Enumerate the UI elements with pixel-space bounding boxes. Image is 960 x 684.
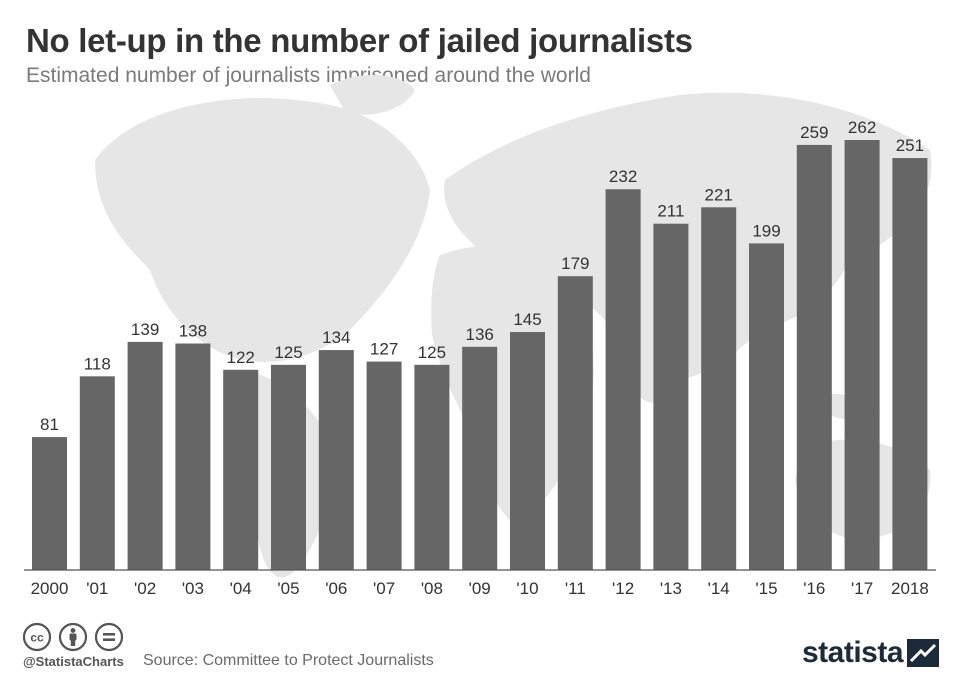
x-tick-4: '04	[230, 579, 252, 598]
x-tick-2: '02	[134, 579, 156, 598]
x-tick-13: '13	[660, 579, 682, 598]
bar-12	[605, 189, 641, 571]
value-label-17: 262	[848, 118, 876, 137]
bar-10	[510, 332, 545, 570]
x-tick-3: '03	[182, 579, 204, 598]
x-tick-9: '09	[469, 579, 491, 598]
bar-0	[32, 437, 67, 570]
value-label-18: 251	[896, 136, 924, 155]
value-label-4: 122	[227, 348, 255, 367]
x-axis-ticks: 2000 '01 '02 '03 '04 '05 '06 '07 '08 '09 '10 '11 '12…	[31, 579, 929, 598]
x-tick-7: '07	[373, 579, 395, 598]
bars-group	[32, 140, 928, 571]
chart-title: No let-up in the number of jailed journa…	[26, 22, 693, 59]
value-label-2: 139	[131, 320, 159, 339]
svg-text:cc: cc	[30, 631, 44, 645]
value-label-10: 145	[513, 310, 541, 329]
bar-chart: 81 118 139 138 122 125 134 127 125 136 145 179 232 21…	[24, 74, 936, 598]
value-label-9: 136	[466, 325, 494, 344]
value-label-6: 134	[322, 328, 350, 347]
x-tick-18: 2018	[891, 579, 929, 598]
value-label-12: 232	[609, 167, 637, 186]
bar-17	[844, 140, 880, 570]
x-tick-17: '17	[851, 579, 873, 598]
statista-flag-icon	[907, 639, 940, 667]
x-tick-12: '12	[612, 579, 634, 598]
value-label-8: 125	[418, 343, 446, 362]
x-tick-10: '10	[516, 579, 538, 598]
value-label-1: 118	[84, 354, 111, 373]
statista-handle: @StatistaCharts	[23, 654, 124, 669]
value-label-15: 199	[752, 221, 780, 240]
bar-6	[318, 350, 354, 570]
bar-11	[557, 276, 593, 570]
x-tick-15: '15	[755, 579, 777, 598]
bar-5	[271, 364, 306, 570]
value-label-0: 81	[40, 415, 59, 434]
x-tick-5: '05	[277, 579, 299, 598]
bar-7	[366, 361, 402, 570]
bar-3	[175, 343, 211, 570]
x-tick-8: '08	[421, 579, 443, 598]
value-label-7: 127	[370, 340, 398, 359]
x-tick-0: 2000	[31, 579, 69, 598]
source-note: Source: Committee to Protect Journalists	[143, 652, 434, 669]
cc-icon: cc	[22, 622, 52, 652]
bar-1	[79, 376, 115, 570]
x-tick-6: '06	[325, 579, 347, 598]
x-tick-14: '14	[708, 579, 730, 598]
statista-wordmark: statista	[802, 636, 904, 669]
bar-13	[653, 223, 689, 571]
bar-16	[796, 144, 832, 571]
x-tick-16: '16	[803, 579, 825, 598]
bar-18	[892, 158, 928, 570]
x-tick-1: '01	[86, 579, 108, 598]
value-label-5: 125	[274, 343, 302, 362]
value-label-11: 179	[561, 254, 589, 273]
nd-icon	[94, 622, 124, 652]
value-label-13: 211	[657, 202, 684, 221]
license-icons: cc	[22, 622, 124, 652]
bar-15	[749, 243, 784, 570]
value-labels-group: 81 118 139 138 122 125 134 127 125 136 145 179 232 21…	[40, 118, 924, 434]
by-icon	[58, 622, 88, 652]
x-tick-11: '11	[565, 579, 586, 598]
chart-subtitle: Estimated number of journalists imprison…	[26, 64, 591, 87]
bar-9	[462, 346, 498, 570]
value-label-14: 221	[705, 185, 733, 204]
bar-14	[701, 207, 737, 570]
value-label-3: 138	[179, 322, 207, 341]
statista-logo[interactable]: statista	[802, 636, 940, 670]
bar-4	[223, 369, 259, 570]
bar-2	[127, 341, 163, 570]
value-label-16: 259	[800, 123, 828, 142]
bar-8	[414, 364, 450, 570]
